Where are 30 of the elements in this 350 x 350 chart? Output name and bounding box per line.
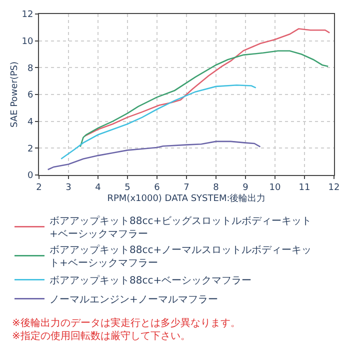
legend-label: ノーマルエンジン+ノーマルマフラー xyxy=(50,294,218,306)
line-series xyxy=(84,28,330,137)
y-tick-label: 2 xyxy=(27,144,34,154)
y-tick-label: 4 xyxy=(27,117,34,128)
legend-label: ボアアップキット88cc+ベーシックマフラー xyxy=(50,274,252,287)
legend-label: ボアアップキット88cc+ノーマルスロットルボディーキット+ベーシックマフラー xyxy=(50,244,312,270)
x-tick-label: 11 xyxy=(298,182,310,193)
legend-label: ボアアップキット88cc+ビッグスロットルボディーキット+ベーシックマフラー xyxy=(50,215,312,240)
x-axis-title: RPM(x1000) DATA SYSTEM:後輪出力 xyxy=(107,192,266,204)
x-tick-label: 12 xyxy=(328,182,340,193)
line-series xyxy=(60,84,256,160)
x-tick-label: 8 xyxy=(213,182,220,193)
x-tick-label: 5 xyxy=(124,182,130,193)
text: ※指定の使用回転数は厳守して下さい。 xyxy=(12,330,190,342)
x-tick-label: 7 xyxy=(184,182,190,193)
text: ※後輪出力のデータは実走行とは多少異なります。 xyxy=(12,317,240,329)
y-tick-label: 0 xyxy=(27,171,34,182)
line-series xyxy=(80,50,329,148)
line-series xyxy=(47,140,261,170)
y-tick-label: 10 xyxy=(22,36,34,47)
x-tick-label: 2 xyxy=(36,182,42,193)
x-tick-label: 6 xyxy=(154,182,160,193)
x-tick-label: 10 xyxy=(269,182,281,193)
y-tick-label: 6 xyxy=(27,90,34,101)
y-axis-title: SAE Power(PS) xyxy=(10,62,20,128)
x-tick-label: 4 xyxy=(95,182,102,193)
y-tick-label: 8 xyxy=(27,64,34,74)
y-tick-label: 12 xyxy=(22,10,34,20)
x-tick-label: 9 xyxy=(242,182,249,193)
x-tick-label: 3 xyxy=(66,182,72,193)
